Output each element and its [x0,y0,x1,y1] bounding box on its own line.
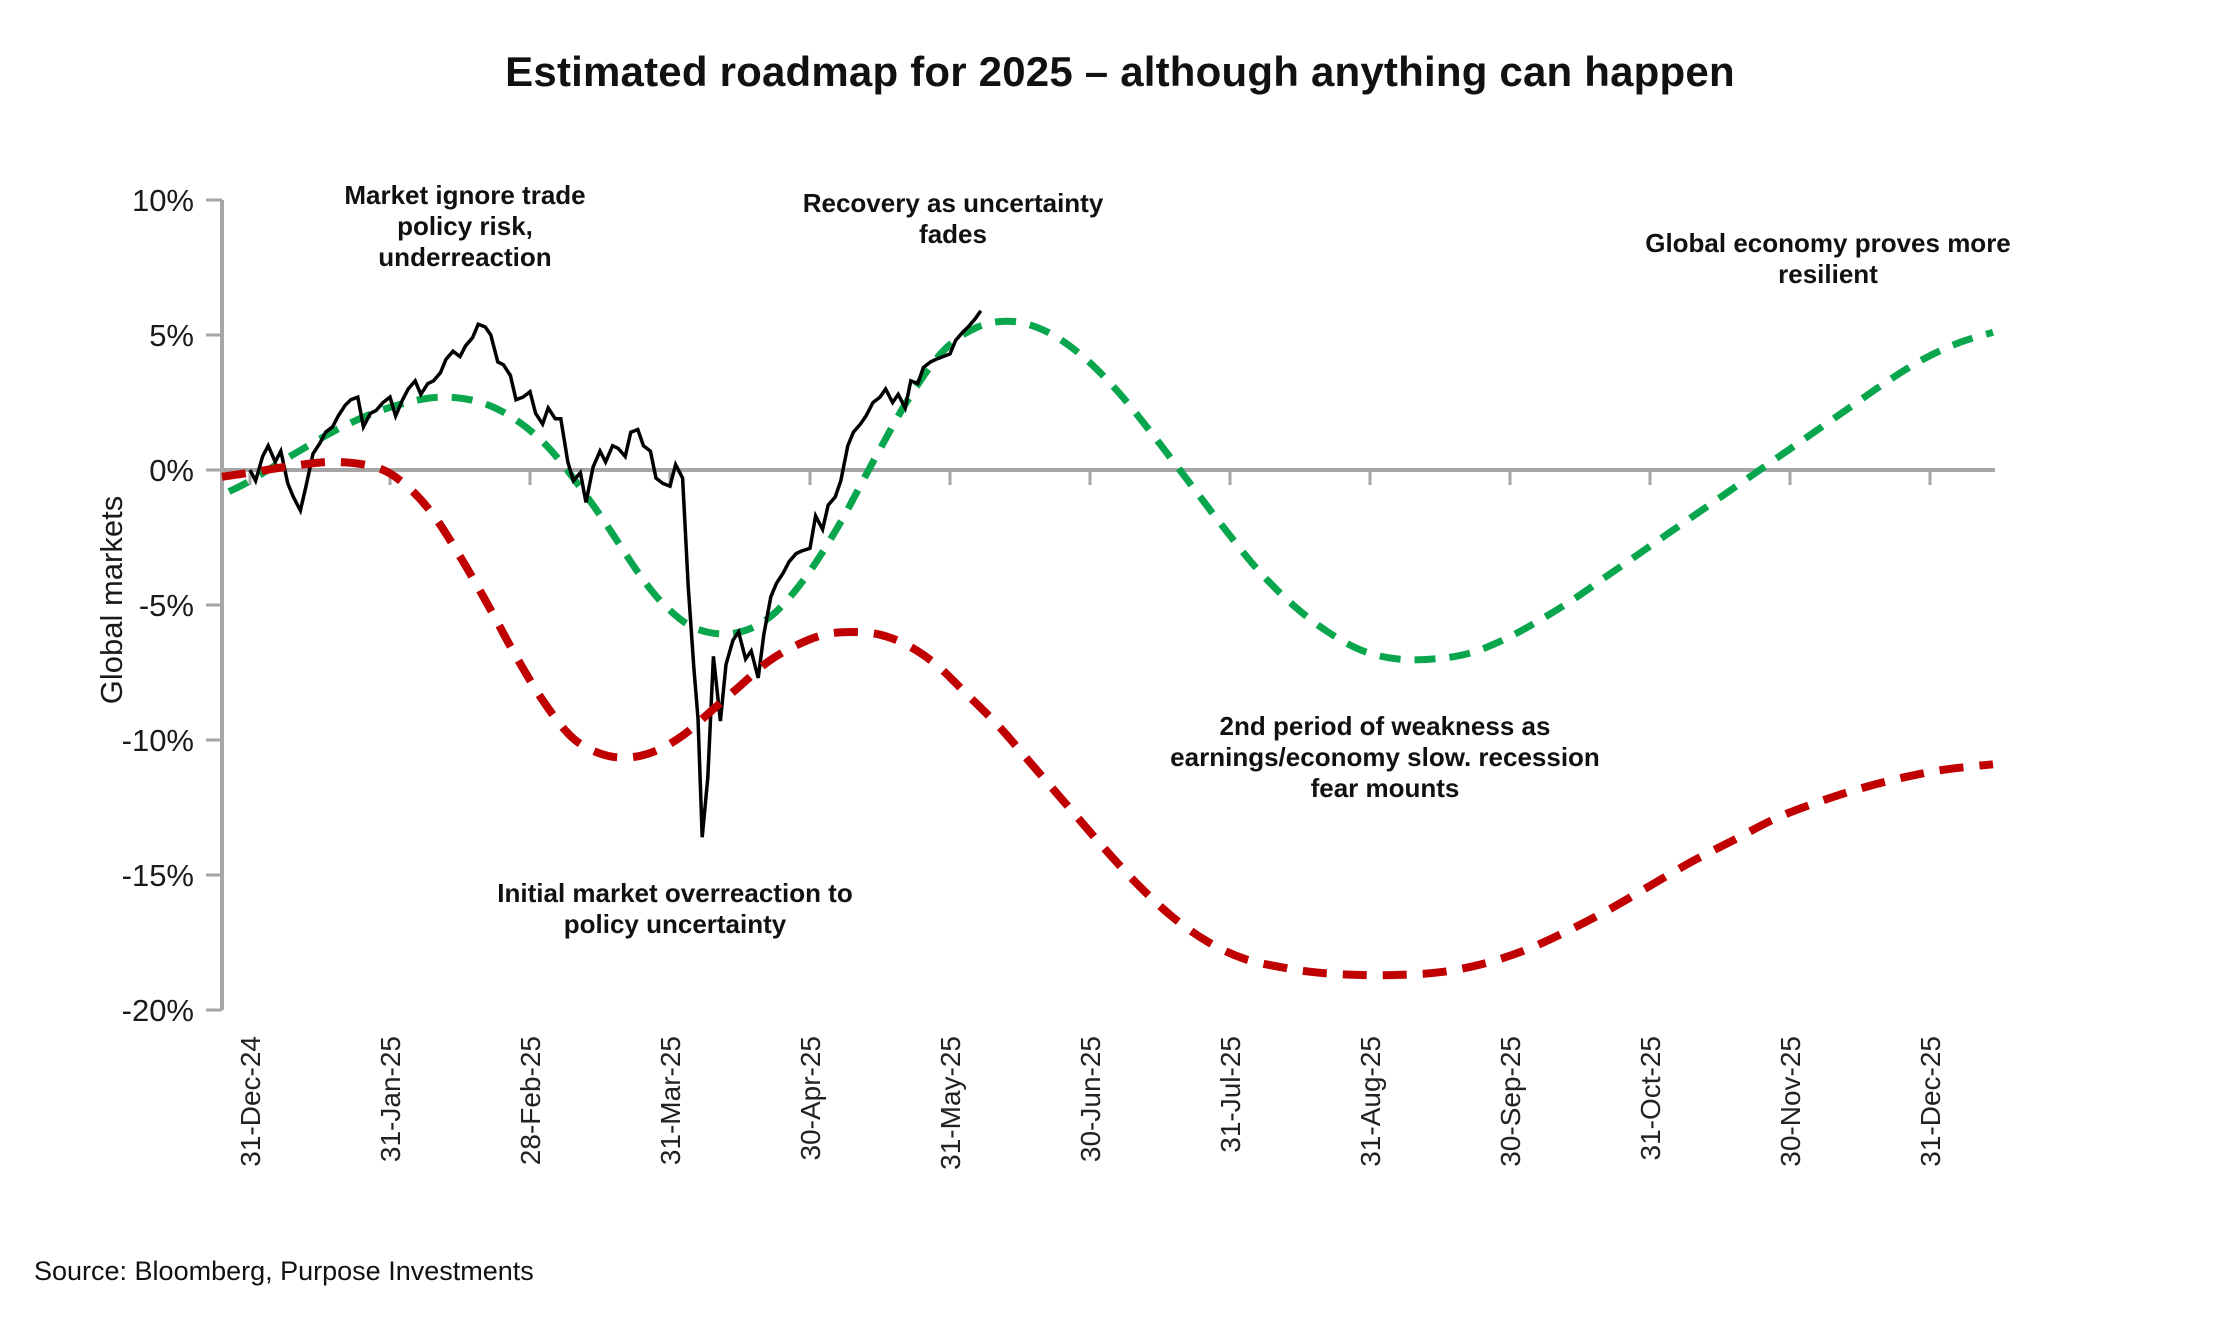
x-tick-label: 31-Dec-25 [1915,1036,1946,1167]
annotation-second-weakness: 2nd period of weakness as earnings/econo… [1170,711,1600,804]
annotation-line: Recovery as uncertainty [802,188,1104,218]
annotation-line: Initial market overreaction to [497,878,853,908]
x-tick-label: 30-Sep-25 [1495,1036,1526,1167]
x-tick-label: 30-Apr-25 [795,1036,826,1161]
annotation-line: resilient [1778,259,1878,289]
y-tick-label: 0% [149,453,194,488]
x-tick-label: 31-Aug-25 [1355,1036,1386,1167]
y-tick-label: 5% [149,318,194,353]
annotation-line: earnings/economy slow. recession [1170,742,1600,772]
actual-market-line [248,309,983,838]
chart-title: Estimated roadmap for 2025 – although an… [505,48,1735,95]
x-tick-label: 31-Oct-25 [1635,1036,1666,1161]
annotation-line: 2nd period of weakness as [1219,711,1551,741]
x-tick-label: 28-Feb-25 [515,1036,546,1165]
pessimistic-scenario-line [221,457,1994,980]
annotation-line: Market ignore trade [344,180,586,210]
x-tick-label: 31-Mar-25 [655,1036,686,1165]
x-tick-label: 31-May-25 [935,1036,966,1170]
x-tick-label: 30-Nov-25 [1775,1036,1806,1167]
y-tick-label: -10% [122,723,194,758]
annotation-line: underreaction [378,242,552,272]
annotation-resilient: Global economy proves more resilient [1645,228,2011,290]
annotation-line: policy uncertainty [563,909,787,939]
x-tick-label: 31-Dec-24 [235,1036,266,1167]
source-note: Source: Bloomberg, Purpose Investments [34,1256,534,1286]
y-tick-label: -15% [122,858,194,893]
y-tick-label: -20% [122,993,194,1028]
annotation-recovery: Recovery as uncertainty fades [803,188,1104,250]
optimistic-scenario-line [227,317,1995,664]
x-tick-label: 30-Jun-25 [1075,1036,1106,1162]
annotation-line: fear mounts [1310,773,1460,803]
annotation-overreaction: Initial market overreaction to policy un… [497,878,852,940]
y-tick-label: -5% [139,588,194,623]
annotation-line: Global economy proves more [1645,228,2011,258]
x-tick-label: 31-Jul-25 [1215,1036,1246,1153]
y-tick-label: 10% [132,183,194,218]
annotation-line: fades [919,219,987,249]
annotation-line: policy risk, [397,211,533,241]
x-tick-label: 31-Jan-25 [375,1036,406,1162]
annotation-market-ignore: Market ignore trade policy risk, underre… [344,180,585,273]
